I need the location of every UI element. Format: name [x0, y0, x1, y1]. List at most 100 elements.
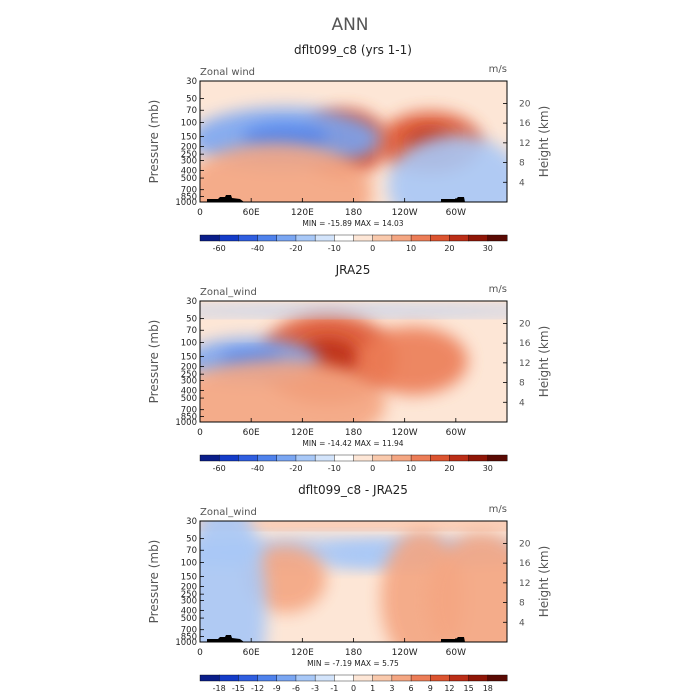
height-tick-label: 8	[519, 379, 525, 389]
colorbar-swatch	[218, 454, 239, 462]
y-tick-label: 1000	[175, 638, 197, 648]
y-tick-label: 150	[181, 133, 197, 143]
x-tick-label: 180	[345, 648, 362, 658]
colorbar-swatch	[410, 454, 431, 462]
contour-region	[358, 326, 468, 395]
colorbar-label: -9	[273, 684, 281, 693]
colorbar-label: -60	[213, 464, 226, 473]
y-tick-label: 100	[181, 339, 197, 349]
y-tick-label: 250	[181, 590, 197, 600]
height-tick-label: 8	[519, 599, 525, 609]
y-tick-label: 400	[181, 166, 197, 176]
field-label: Zonal_wind	[200, 507, 257, 518]
colorbar-label: -20	[289, 464, 302, 473]
y-tick-label: 500	[181, 394, 197, 404]
colorbar-swatch	[276, 234, 297, 242]
panel-title: dflt099_c8 (yrs 1-1)	[294, 43, 412, 57]
y-axis-title-right: Height (km)	[537, 546, 551, 617]
height-tick-label: 8	[519, 159, 525, 169]
topography	[441, 197, 465, 202]
contour-region	[200, 142, 373, 202]
x-tick-label: 0	[197, 208, 203, 218]
colorbar-swatch	[334, 234, 354, 242]
y-tick-label: 50	[186, 315, 197, 325]
units-label: m/s	[489, 64, 507, 75]
colorbar-swatch	[391, 454, 412, 462]
y-axis-title: Pressure (mb)	[147, 540, 161, 624]
colorbar-label: 6	[409, 684, 414, 693]
colorbar-label: 30	[483, 464, 493, 473]
colorbar-swatch	[449, 454, 470, 462]
colorbar-swatch	[295, 234, 316, 242]
units-label: m/s	[489, 284, 507, 295]
x-tick-label: 60E	[243, 208, 260, 218]
colorbar-label: -6	[292, 684, 300, 693]
y-tick-label: 850	[181, 632, 197, 642]
colorbar-swatch	[391, 234, 412, 242]
x-tick-label: 120W	[392, 208, 418, 218]
height-tick-label: 20	[519, 319, 531, 329]
units-label: m/s	[489, 504, 507, 515]
colorbar-label: 20	[444, 244, 454, 253]
y-tick-label: 400	[181, 386, 197, 396]
y-tick-label: 50	[186, 535, 197, 545]
height-tick-label: 12	[519, 139, 530, 149]
figure-title: ANN	[331, 15, 368, 35]
x-tick-label: 0	[197, 648, 203, 658]
colorbar-swatch	[334, 454, 354, 462]
colorbar-swatch	[372, 234, 393, 242]
x-tick-label: 60W	[446, 208, 466, 218]
colorbar-swatch	[430, 674, 450, 682]
y-tick-label: 1000	[175, 198, 197, 208]
colorbar-swatch	[410, 674, 431, 682]
y-tick-label: 200	[181, 142, 197, 152]
x-tick-label: 120W	[392, 648, 418, 658]
x-tick-label: 0	[197, 428, 203, 438]
y-tick-label: 500	[181, 174, 197, 184]
colorbar-swatch	[314, 234, 335, 242]
min-max-stats: MIN = -14.42 MAX = 11.94	[302, 439, 403, 448]
colorbar-swatch	[276, 674, 297, 682]
y-tick-label: 200	[181, 582, 197, 592]
height-tick-label: 4	[519, 618, 525, 628]
colorbar-swatch	[238, 234, 259, 242]
colorbar-label: -40	[251, 244, 264, 253]
colorbar-swatch	[391, 674, 412, 682]
colorbar-swatch	[238, 674, 259, 682]
colorbar-swatch	[199, 674, 220, 682]
y-tick-label: 150	[181, 353, 197, 363]
y-tick-label: 70	[186, 546, 197, 556]
colorbar-label: 15	[464, 684, 474, 693]
colorbar: -60 -40 -20 -10 0 10 20 30	[199, 234, 508, 253]
y-tick-label: 700	[181, 186, 197, 196]
colorbar-label: -1	[330, 684, 338, 693]
contour-region	[200, 521, 507, 529]
min-max-stats: MIN = -15.89 MAX = 14.03	[302, 219, 403, 228]
height-tick-label: 16	[519, 559, 531, 569]
y-tick-label: 300	[181, 596, 197, 606]
colorbar-swatch	[468, 234, 489, 242]
y-tick-label: 200	[181, 362, 197, 372]
colorbar-label: 10	[406, 244, 416, 253]
colorbar-swatch	[372, 454, 393, 462]
y-tick-label: 30	[186, 77, 197, 87]
x-tick-label: 120E	[291, 648, 314, 658]
colorbar-label: 9	[428, 684, 433, 693]
contour-field	[200, 521, 507, 642]
contour-region	[426, 532, 507, 642]
y-tick-label: 300	[181, 156, 197, 166]
height-tick-label: 12	[519, 359, 530, 369]
height-tick-label: 20	[519, 539, 531, 549]
colorbar-swatch	[334, 674, 354, 682]
colorbar-label: 1	[370, 684, 375, 693]
x-tick-label: 60E	[243, 428, 260, 438]
colorbar-swatch	[257, 454, 278, 462]
contour-region	[387, 134, 507, 202]
colorbar-label: 0	[370, 464, 375, 473]
colorbar-label: 12	[444, 684, 454, 693]
colorbar-swatch	[487, 234, 508, 242]
contour-region	[200, 521, 267, 642]
colorbar-swatch	[295, 454, 316, 462]
